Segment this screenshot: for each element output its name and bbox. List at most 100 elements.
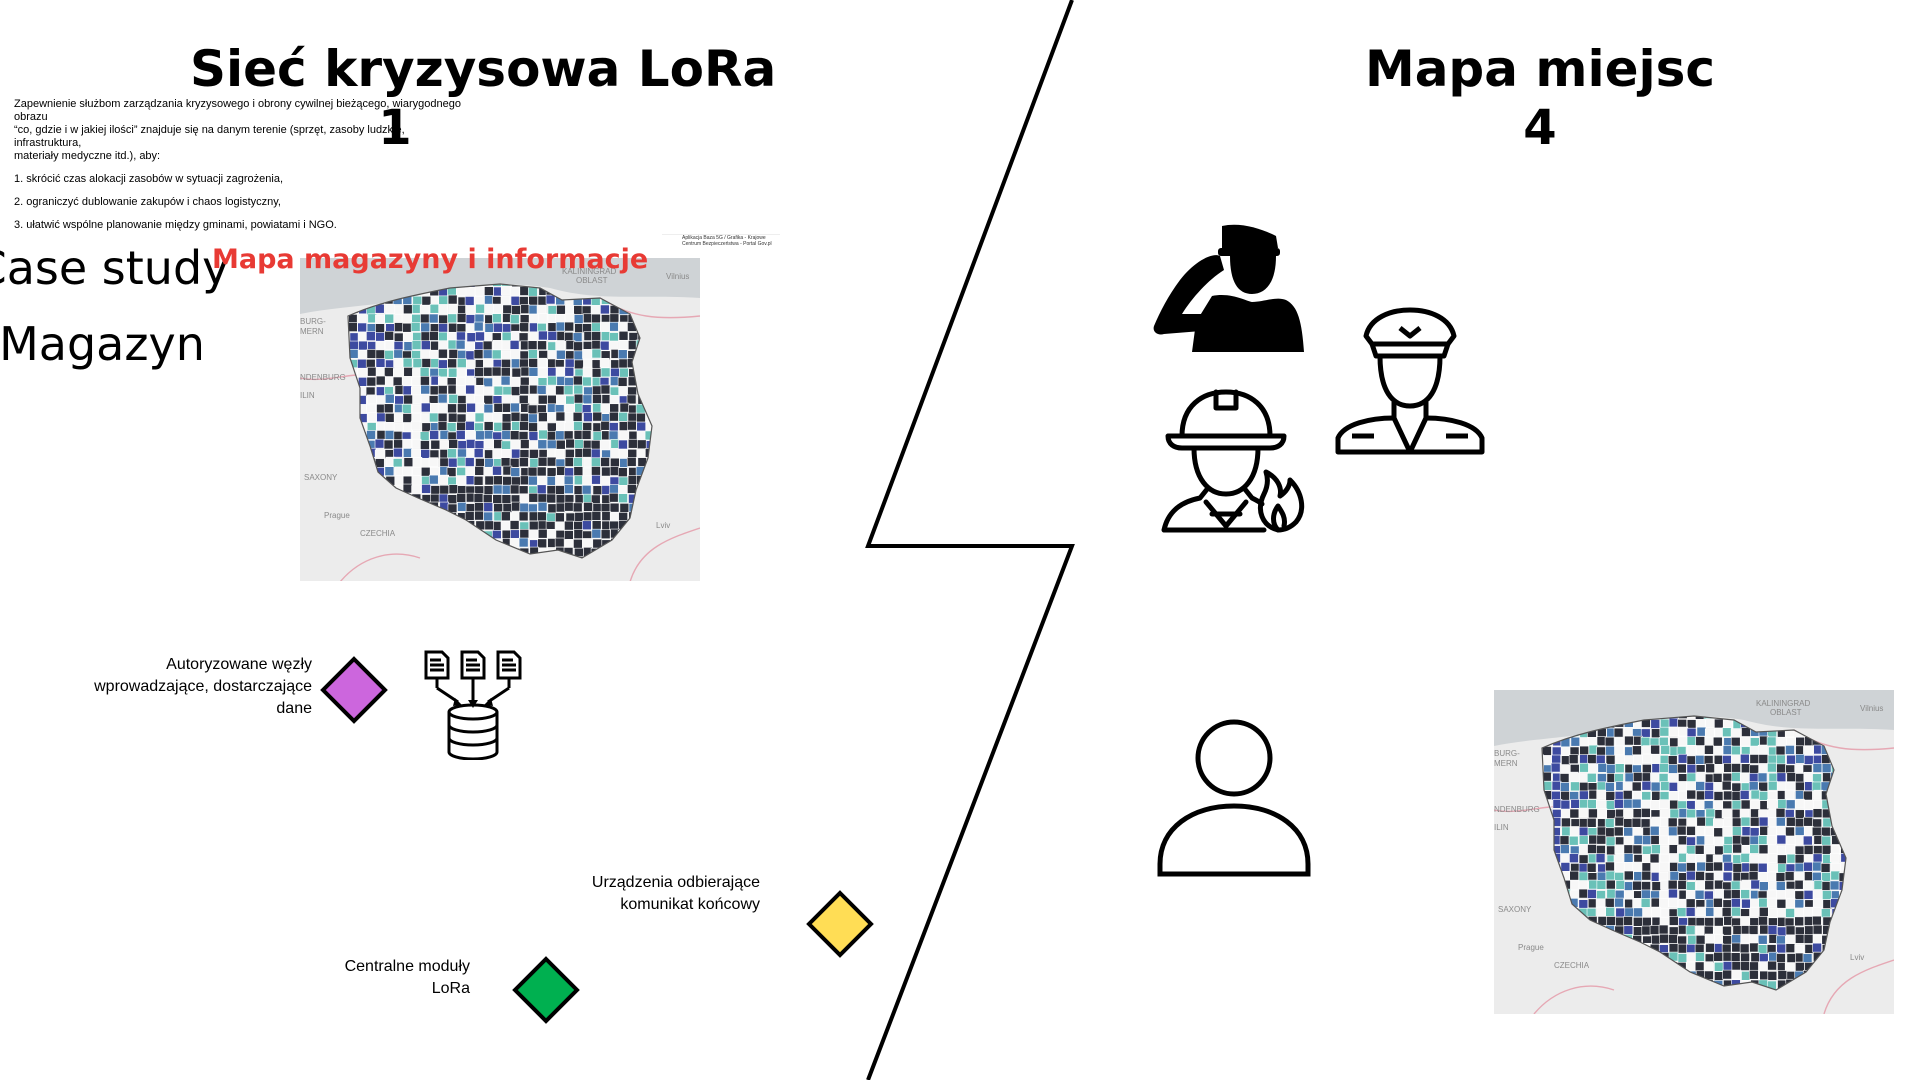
map-cell — [1704, 827, 1715, 837]
map-cell — [1730, 880, 1741, 891]
map-cell — [1624, 772, 1635, 783]
map-cell — [1785, 745, 1795, 755]
map-cell — [1578, 843, 1589, 854]
map-cell — [410, 322, 421, 332]
map-cell — [1623, 818, 1633, 828]
map-cell — [1551, 746, 1562, 757]
map-cell — [1632, 772, 1643, 782]
map-cell — [564, 366, 575, 377]
map-label: CZECHIA — [360, 529, 396, 538]
poland-map-right: KALININGRAD OBLAST Vilnius BURG- MERN ND… — [1494, 690, 1894, 1014]
map-cell — [1676, 825, 1687, 836]
map-cell — [1795, 933, 1805, 944]
map-cell — [1714, 800, 1724, 810]
map-cell — [1685, 889, 1696, 900]
map-cell — [1704, 835, 1714, 845]
map-cell — [1766, 736, 1777, 747]
map-cell — [1821, 844, 1832, 855]
map-cell — [1686, 736, 1697, 747]
map-cell — [1704, 872, 1715, 882]
map-cell — [1722, 871, 1733, 882]
map-cell — [1650, 744, 1660, 755]
map-cell — [1731, 771, 1741, 782]
map-cell — [1686, 772, 1697, 783]
map-cell — [1757, 934, 1768, 945]
map-cell — [1623, 853, 1634, 863]
map-cell — [1749, 934, 1759, 944]
map-cell — [1685, 907, 1696, 917]
map-cell — [1757, 744, 1768, 755]
map-cell — [1776, 834, 1787, 845]
map-cell — [599, 358, 610, 368]
map-cell — [1642, 764, 1652, 774]
map-cell — [1686, 817, 1696, 828]
map-cell — [1633, 755, 1643, 765]
map-cell — [1695, 736, 1706, 746]
documents-to-database-icon — [424, 650, 522, 760]
map-cell — [1604, 897, 1615, 908]
map-cell — [1686, 764, 1697, 774]
map-cell — [1713, 791, 1724, 801]
map-cell — [1649, 853, 1660, 864]
map-cell — [1686, 836, 1696, 847]
map-cell — [1669, 737, 1679, 748]
map-cell — [1812, 853, 1823, 864]
map-cell — [1696, 726, 1707, 737]
map-cell — [537, 313, 548, 323]
map-cell — [1641, 780, 1652, 791]
poland-map-left: KALININGRAD OBLAST Vilnius BURG- MERN ND… — [300, 258, 700, 581]
map-cell — [1596, 890, 1606, 900]
map-cell — [1759, 881, 1769, 891]
map-cell — [1597, 773, 1607, 783]
map-cell — [1694, 844, 1705, 855]
map-cell — [1649, 825, 1660, 836]
map-cell — [1641, 870, 1652, 881]
map-cell — [1740, 961, 1750, 971]
map-cell — [1731, 800, 1742, 810]
map-cell — [1722, 826, 1732, 836]
map-cell — [1812, 861, 1823, 872]
map-cell — [1748, 781, 1759, 791]
map-cell — [1821, 872, 1831, 882]
map-cell — [600, 440, 610, 450]
map-cell — [1703, 755, 1714, 765]
map-cell — [1714, 845, 1724, 856]
map-cell — [1741, 763, 1751, 774]
map-cell — [1794, 835, 1805, 845]
poland-choropleth-map: KALININGRAD OBLAST Vilnius BURG- MERN ND… — [1494, 690, 1894, 1014]
central-node-diamond — [512, 956, 580, 1024]
map-cell — [1615, 907, 1626, 918]
map-cell — [1658, 871, 1669, 882]
map-label: Prague — [324, 511, 350, 520]
map-cell — [1588, 879, 1598, 890]
map-cell — [428, 313, 439, 324]
map-cell — [1758, 791, 1769, 801]
map-cell — [1704, 933, 1715, 944]
map-cell — [1668, 782, 1679, 792]
map-cell — [1713, 925, 1723, 936]
map-cell — [1595, 898, 1606, 909]
map-label: KALININGRAD — [1756, 699, 1810, 708]
map-cell — [1721, 907, 1732, 917]
map-cell — [1786, 772, 1797, 782]
map-label: OBLAST — [1770, 708, 1802, 717]
map-label: NDENBURG — [300, 373, 346, 382]
map-label: CZECHIA — [1554, 961, 1590, 970]
map-cell — [1758, 816, 1769, 827]
map-cell — [1795, 798, 1805, 809]
map-cell — [1794, 879, 1805, 890]
map-cell — [1731, 898, 1741, 908]
map-cell — [1740, 853, 1751, 863]
map-cell — [1803, 861, 1813, 872]
map-cell — [1640, 898, 1651, 908]
map-cell — [1759, 924, 1769, 935]
map-cell — [1812, 773, 1822, 784]
map-cell — [1615, 880, 1626, 890]
map-cell — [1586, 862, 1597, 873]
map-cell — [447, 294, 458, 305]
map-cell — [528, 529, 539, 540]
map-label: Vilnius — [1860, 704, 1883, 713]
map-cell — [1633, 835, 1644, 845]
map-cell — [1768, 780, 1778, 791]
map-cell — [1667, 879, 1678, 890]
